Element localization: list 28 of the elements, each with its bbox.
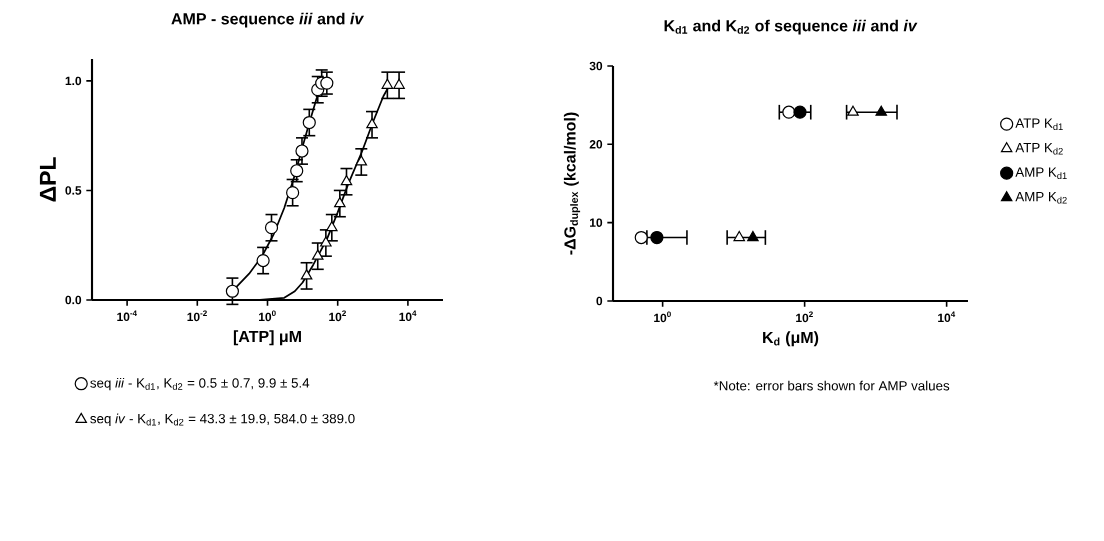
legend-label: seq iv - K$_{d1}$, K$_{d2}$ = 43.3 ± 19.9, 584.0 ± 389.0	[90, 413, 355, 426]
y-tick-label: 10	[590, 218, 603, 227]
y-tick-label: 1.0	[65, 76, 82, 86]
y-axis-title: -ΔG$_{duplex}$ (kcal/mol)	[563, 112, 581, 255]
legend-label: ATP K$_{d1}$	[1015, 118, 1063, 131]
x-tick-label: 10$^{-2}$	[187, 310, 207, 322]
y-tick-label: 20	[589, 140, 603, 149]
legend-label: seq iii - K$_{d1}$, K$_{d2}$ = 0.5 ± 0.7, 9.9 ± 5.4	[90, 377, 310, 391]
x-tick-label: 10$^{0}$	[259, 310, 276, 322]
x-tick-label: 10$^{4}$	[938, 311, 956, 323]
x-tick-label: 10$^{4}$	[399, 310, 417, 322]
text: *Note: error bars shown for AMP values	[713, 380, 950, 391]
x-axis-title: K$_{d}$ (μM)	[763, 331, 819, 347]
chart-title: K$_{d1}$ and K$_{d2}$ of sequence iii and iv	[664, 19, 918, 35]
y-tick-label: 0	[596, 296, 603, 306]
x-tick-label: 10$^{2}$	[329, 310, 346, 322]
legend-label: AMP K$_{d2}$	[1015, 192, 1067, 204]
legend-label: AMP K$_{d1}$	[1015, 167, 1067, 180]
y-tick-label: 30	[589, 61, 603, 71]
x-axis-title: [ATP] μM	[233, 330, 301, 346]
legend-label: ATP K$_{d2}$	[1015, 143, 1063, 155]
x-tick-label: 10$^{0}$	[654, 311, 671, 323]
y-tick-label: 0.0	[65, 295, 82, 305]
x-tick-label: 10$^{2}$	[796, 311, 813, 323]
chart-title: AMP - sequence iii and iv	[171, 12, 365, 28]
x-tick-label: 10$^{-4}$	[117, 310, 137, 322]
y-tick-label: 0.5	[65, 186, 82, 195]
y-axis-title: ΔPL	[39, 157, 56, 202]
